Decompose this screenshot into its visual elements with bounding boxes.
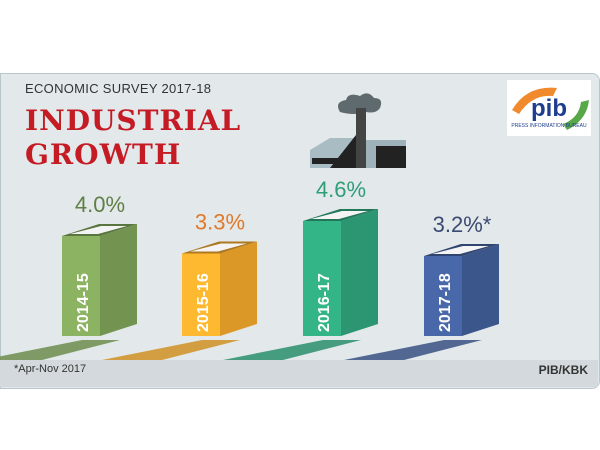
bar-front <box>182 253 220 336</box>
factory-icon <box>310 93 406 168</box>
bar-side <box>100 224 137 336</box>
bar-2016-17: 2016-17 4.6% <box>223 177 378 360</box>
title-line-1: INDUSTRIAL <box>25 104 242 137</box>
bar-value-label: 4.6% <box>316 177 366 202</box>
bar-side <box>341 209 378 336</box>
bar-category-label: 2015-16 <box>195 273 212 332</box>
bar-top-inner <box>190 243 247 252</box>
bar-floor <box>102 340 240 360</box>
bar-2014-15: 2014-15 4.0% <box>0 192 137 360</box>
bar-floor <box>344 340 482 360</box>
bar-floor <box>0 340 120 360</box>
title-line-2: GROWTH <box>25 138 182 171</box>
bar-2017-18: 2017-18 3.2%* <box>344 212 499 360</box>
bar-top-inner <box>70 226 127 234</box>
bar-front <box>424 256 462 336</box>
bar-top-inner <box>432 246 489 254</box>
bar-value-label: 4.0% <box>75 192 125 217</box>
bar-side <box>462 244 499 336</box>
bar-front <box>303 221 341 336</box>
bar-front <box>62 236 100 336</box>
svg-text:pib: pib <box>531 95 567 122</box>
bar-category-label: 2017-18 <box>437 273 454 332</box>
svg-text:PRESS INFORMATION BUREAU: PRESS INFORMATION BUREAU <box>511 123 587 129</box>
footnote: *Apr-Nov 2017 <box>14 363 87 375</box>
bar-floor <box>223 340 361 360</box>
pib-logo: pib PRESS INFORMATION BUREAU <box>507 80 591 136</box>
bar-category-label: 2014-15 <box>75 273 92 332</box>
bar-category-label: 2016-17 <box>316 273 333 332</box>
subtitle: ECONOMIC SURVEY 2017-18 <box>25 81 212 96</box>
page-title: INDUSTRIAL GROWTH <box>25 104 241 172</box>
credit: PIB/KBK <box>538 363 588 377</box>
footer-strip <box>0 360 598 387</box>
bar-top-inner <box>311 211 368 219</box>
bar-2015-16: 2015-16 3.3% <box>102 210 257 360</box>
bar-value-label: 3.3% <box>195 210 245 235</box>
bar-side <box>220 241 257 336</box>
bar-value-label: 3.2%* <box>433 212 492 237</box>
